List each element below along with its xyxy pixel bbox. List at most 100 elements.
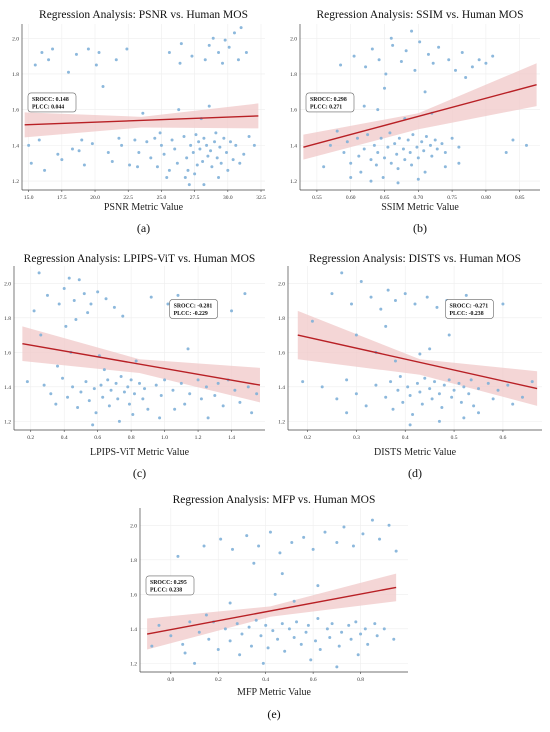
data-point [464,76,468,80]
plcc-value: PLCC: -0.238 [449,311,483,317]
data-point [252,143,256,147]
x-tick-label: 0.70 [413,195,423,201]
data-point [280,572,284,576]
data-point [259,634,263,638]
data-point [207,104,211,108]
chart-title: Regression Analysis: LPIPS-ViT vs. Human… [24,253,256,265]
data-point [194,133,198,137]
data-point [425,295,429,299]
data-point [345,140,349,144]
data-point [460,51,464,55]
data-point [186,347,190,351]
data-point [242,152,246,156]
data-point [70,147,74,151]
x-tick-label: 0.4 [402,435,409,441]
data-point [278,551,282,555]
data-point [443,151,447,155]
data-point [376,151,380,155]
data-point [459,400,463,404]
data-point [415,145,419,149]
data-point [197,140,201,144]
data-point [399,59,403,63]
y-tick-label: 1.4 [130,627,137,633]
data-point [530,380,534,384]
stats-box [169,299,218,319]
regression-line [297,334,538,390]
data-point [227,45,231,49]
data-point [171,388,175,392]
data-point [191,151,195,155]
data-point [384,395,388,399]
srocc-value: SROCC: 0.295 [150,580,187,586]
data-point [116,397,120,401]
data-point [90,142,94,146]
data-point [276,637,280,641]
data-point [45,293,49,297]
data-point [76,406,80,410]
data-point [372,143,376,147]
data-point [457,145,461,149]
data-point [240,632,244,636]
data-point [221,404,225,408]
regression-line [303,84,537,148]
data-point [420,140,424,144]
data-point [431,61,435,65]
data-point [154,383,158,387]
data-point [198,147,202,151]
data-point [424,134,428,138]
data-point [340,271,344,275]
data-point [354,620,358,624]
chart-title: Regression Analysis: MFP vs. Human MOS [173,494,376,506]
data-point [386,288,390,292]
data-point [155,165,159,169]
srocc-value: SROCC: 0.148 [32,97,69,103]
x-tick-label: 0.8 [357,677,364,683]
data-point [301,380,305,384]
data-point [202,544,206,548]
data-point [430,154,434,158]
data-point [397,136,401,140]
data-point [117,419,121,423]
y-tick-label: 1.2 [12,179,19,185]
data-point [335,397,339,401]
panel-d: 0.2 0.3 0.4 0.5 0.6 1.2 1.4 1.6 1.8 2.0 Regression… [278,253,542,480]
data-point [273,592,277,596]
data-point [66,70,70,74]
data-point [477,58,481,62]
data-point [310,319,314,323]
confidence-band [297,310,538,406]
data-point [411,412,415,416]
data-point [185,156,189,160]
data-point [179,381,183,385]
data-point [121,314,125,318]
data-point [408,151,412,155]
data-point [309,658,313,662]
x-tick-label: 25.0 [157,195,167,201]
data-point [87,399,91,403]
data-point [524,143,528,147]
data-point [430,397,434,401]
y-tick-label: 1.2 [290,179,297,185]
data-point [374,383,378,387]
data-point [370,518,374,522]
data-point [102,368,106,372]
data-point [408,393,412,397]
data-point [484,61,488,65]
data-point [193,661,197,665]
y-tick-label: 1.6 [12,108,19,114]
x-tick-label: 20.0 [90,195,100,201]
data-point [80,138,84,142]
data-point [379,307,383,311]
data-point [239,26,243,30]
data-point [228,601,232,605]
data-point [153,136,157,140]
data-point [413,68,417,72]
data-point [433,380,437,384]
data-point [349,637,353,641]
chart-title: Regression Analysis: DISTS vs. Human MOS [309,253,521,265]
data-point [120,143,124,147]
x-tick-label: 0.5 [451,435,458,441]
data-point [114,58,118,62]
data-point [423,376,427,380]
